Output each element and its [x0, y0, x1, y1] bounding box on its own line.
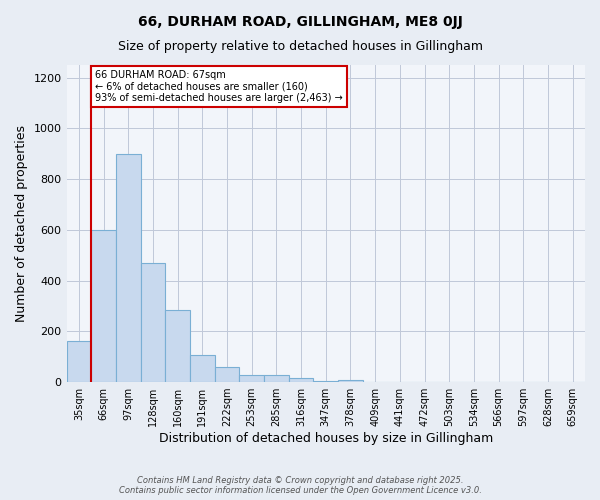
Bar [190, 356, 215, 382]
Bar [289, 378, 313, 382]
Bar [91, 230, 116, 382]
Text: 66, DURHAM ROAD, GILLINGHAM, ME8 0JJ: 66, DURHAM ROAD, GILLINGHAM, ME8 0JJ [137, 15, 463, 29]
Bar [165, 310, 190, 382]
Bar [116, 154, 140, 382]
Text: Size of property relative to detached houses in Gillingham: Size of property relative to detached ho… [118, 40, 482, 53]
Bar [215, 367, 239, 382]
Y-axis label: Number of detached properties: Number of detached properties [15, 125, 28, 322]
Text: 66 DURHAM ROAD: 67sqm
← 6% of detached houses are smaller (160)
93% of semi-deta: 66 DURHAM ROAD: 67sqm ← 6% of detached h… [95, 70, 343, 103]
X-axis label: Distribution of detached houses by size in Gillingham: Distribution of detached houses by size … [158, 432, 493, 445]
Bar [239, 375, 264, 382]
Text: Contains HM Land Registry data © Crown copyright and database right 2025.
Contai: Contains HM Land Registry data © Crown c… [119, 476, 481, 495]
Bar [264, 375, 289, 382]
Bar [67, 342, 91, 382]
Bar [313, 381, 338, 382]
Bar [338, 380, 363, 382]
Bar [140, 263, 165, 382]
